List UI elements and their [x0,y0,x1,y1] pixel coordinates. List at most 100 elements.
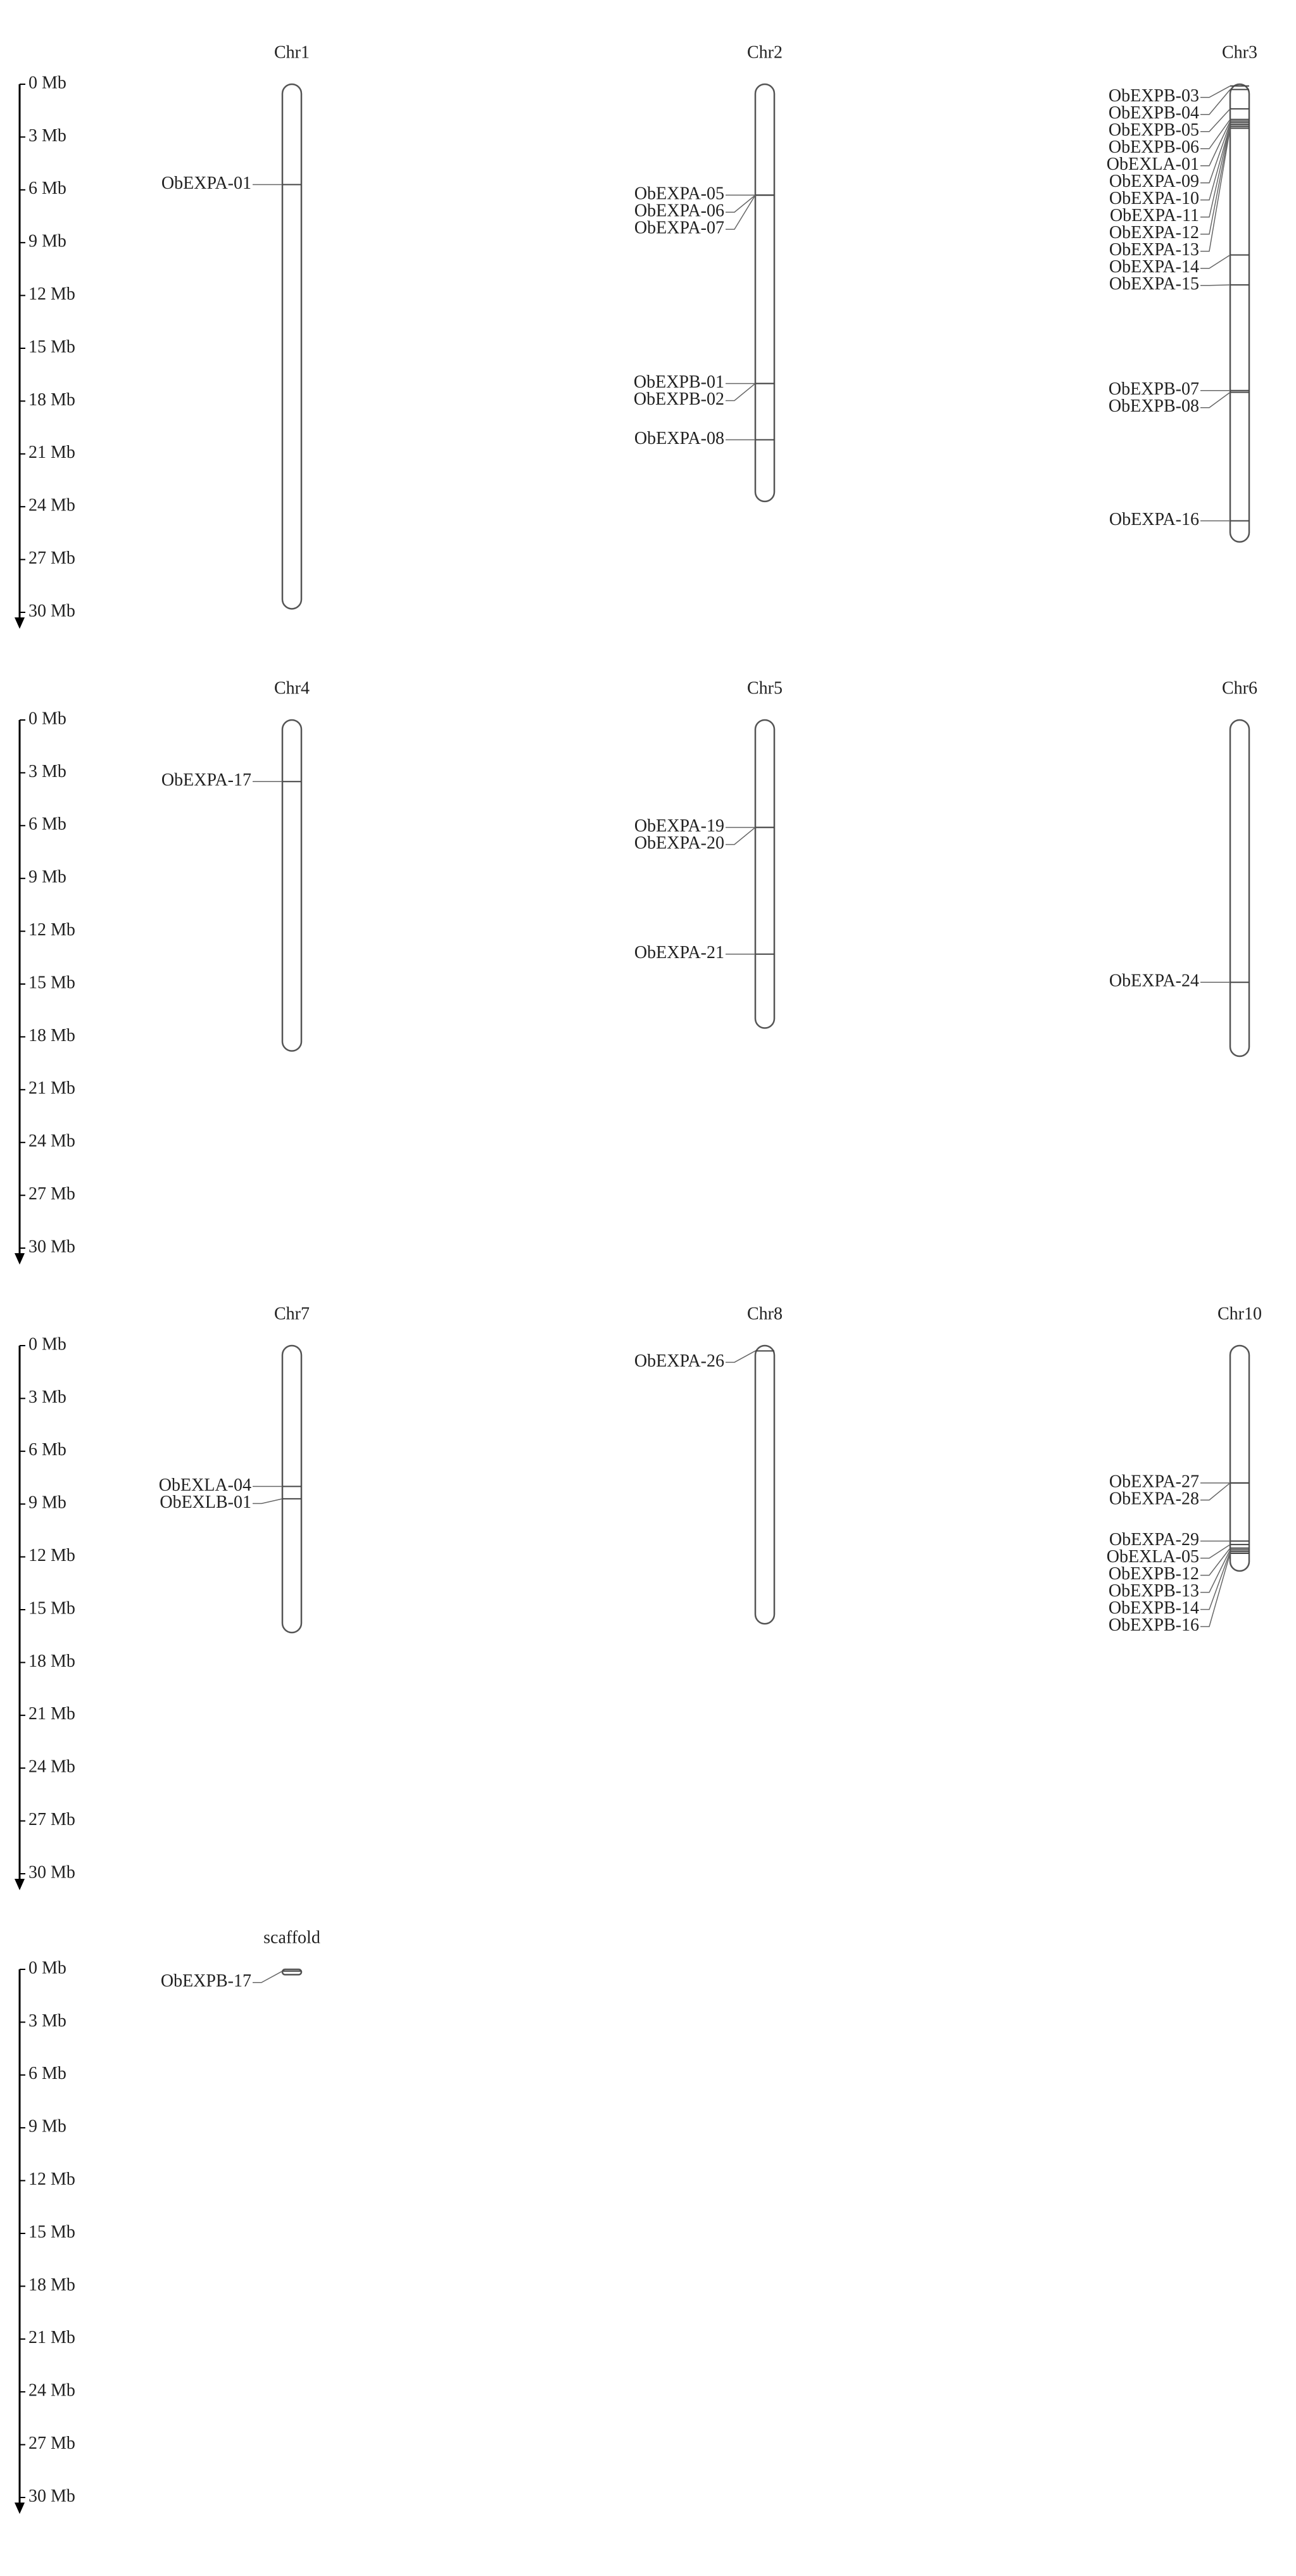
leader-line [1200,126,1231,235]
y-tick-label: 3 Mb [28,126,66,146]
chromosome [281,719,303,1052]
y-tick-label: 3 Mb [28,762,66,781]
leader-line [1200,124,1231,218]
chromosome [754,1344,776,1625]
chromosome [281,1968,303,1976]
y-tick-label: 24 Mb [28,2381,75,2401]
gene-label: ObEXLA-01 [1107,155,1199,174]
y-tick-label: 0 Mb [28,709,66,728]
gene-label: ObEXPB-12 [1109,1564,1199,1584]
leader-line [726,826,756,845]
leader-line [1200,1553,1231,1627]
gene-label: ObEXPA-08 [634,429,724,448]
chromosome-name: scaffold [263,1928,320,1947]
leader-line [1200,108,1231,132]
y-tick-label: 15 Mb [28,1598,75,1618]
axis-arrow [15,617,25,629]
y-tick-label: 30 Mb [28,601,75,621]
gene-label: ObEXPB-05 [1109,120,1199,140]
y-tick-label: 27 Mb [28,1810,75,1829]
chromosome-name: Chr1 [274,42,310,62]
y-tick-label: 9 Mb [28,2117,66,2137]
gene-label: ObEXPB-08 [1109,396,1199,416]
y-tick-label: 18 Mb [28,2275,75,2295]
leader-line [253,1971,283,1983]
y-tick-label: 6 Mb [28,179,66,198]
leader-line [1200,1482,1231,1501]
gene-label: ObEXPA-20 [634,833,724,853]
leader-line [726,1350,756,1363]
leader-line [1200,121,1231,167]
y-tick-label: 15 Mb [28,337,75,357]
y-tick-label: 3 Mb [28,1387,66,1407]
leader-line [726,383,756,401]
gene-label: ObEXPA-29 [1109,1530,1199,1550]
chromosome [1229,1344,1250,1572]
chromosome-name: Chr2 [747,42,783,62]
gene-label: ObEXPB-13 [1109,1581,1199,1601]
y-tick-label: 24 Mb [28,1757,75,1777]
chromosome-name: Chr10 [1217,1304,1262,1323]
y-tick-label: 15 Mb [28,2222,75,2242]
chromosome-name: Chr3 [1222,42,1257,62]
gene-label: ObEXPA-12 [1109,223,1199,243]
gene-label: ObEXPB-14 [1109,1598,1199,1618]
y-tick-label: 27 Mb [28,2434,75,2453]
gene-label: ObEXLA-04 [159,1475,251,1495]
chromosome-name: Chr5 [747,678,783,698]
y-tick-label: 30 Mb [28,2486,75,2506]
chromosome [281,83,303,610]
chromosome-name: Chr8 [747,1304,783,1323]
gene-label: ObEXPB-02 [634,389,724,409]
gene-label: ObEXPA-16 [1109,510,1199,529]
axis-arrow [15,1253,25,1265]
leader-line [1200,89,1231,115]
chromosome [281,1344,303,1634]
y-tick-label: 24 Mb [28,1132,75,1151]
y-tick-label: 9 Mb [28,1493,66,1513]
chromosome [754,719,776,1029]
leader-line [1200,1550,1231,1593]
gene-label: ObEXPA-21 [634,943,724,963]
gene-label: ObEXPB-16 [1109,1615,1199,1635]
chromosome-name: Chr4 [274,678,310,698]
y-tick-label: 30 Mb [28,1862,75,1882]
gene-label: ObEXPA-01 [161,174,251,193]
y-tick-label: 21 Mb [28,2328,75,2347]
y-tick-label: 27 Mb [28,1184,75,1204]
gene-label: ObEXPA-24 [1109,971,1199,991]
y-tick-label: 30 Mb [28,1237,75,1256]
gene-label: ObEXLA-05 [1107,1547,1199,1567]
y-tick-label: 21 Mb [28,443,75,462]
gene-label: ObEXPA-07 [634,218,724,238]
y-tick-label: 0 Mb [28,1334,66,1354]
y-tick-label: 0 Mb [28,1958,66,1978]
leader-line [1200,119,1231,149]
chromosome [754,83,776,503]
gene-label: ObEXPA-27 [1109,1472,1199,1491]
gene-label: ObEXPA-06 [634,201,724,221]
y-tick-label: 6 Mb [28,1440,66,1460]
gene-label: ObEXPA-13 [1109,240,1199,260]
gene-label: ObEXPA-19 [634,816,724,836]
leader-line [1200,128,1231,252]
leader-line [1200,255,1231,269]
y-tick-label: 18 Mb [28,1651,75,1671]
gene-label: ObEXPB-03 [1109,86,1199,106]
y-tick-label: 12 Mb [28,284,75,304]
gene-label: ObEXPA-17 [161,771,251,790]
leader-line [726,194,756,230]
leader-line [1200,391,1231,408]
leader-line [1200,1544,1231,1559]
chromosome-name: Chr6 [1222,678,1257,698]
leader-line [1200,124,1231,201]
gene-label: ObEXPA-11 [1110,206,1199,225]
chromosome [1229,83,1250,543]
gene-label: ObEXPA-15 [1109,274,1199,294]
y-tick-label: 21 Mb [28,1704,75,1724]
gene-label: ObEXPA-14 [1109,257,1199,277]
leader-line [726,194,756,213]
y-tick-label: 9 Mb [28,868,66,887]
leader-line [1200,284,1231,286]
gene-label: ObEXPA-26 [634,1351,724,1371]
